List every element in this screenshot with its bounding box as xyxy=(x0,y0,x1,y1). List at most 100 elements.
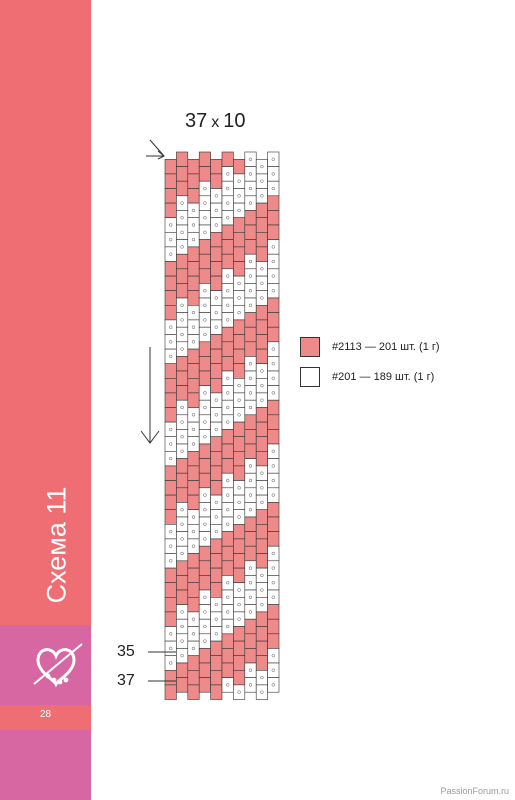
bead-cell xyxy=(255,480,268,496)
bead-cell xyxy=(267,356,280,372)
bead-cell xyxy=(267,312,280,328)
bead-cell xyxy=(255,304,268,321)
bead-cell xyxy=(198,502,211,518)
bead-cell xyxy=(210,363,223,379)
bead-cell xyxy=(221,472,234,489)
bead-hole xyxy=(271,245,275,249)
bead-hole xyxy=(260,398,264,402)
bead-cell xyxy=(198,166,211,182)
bead-hole xyxy=(248,566,253,570)
bead-cell xyxy=(267,429,280,445)
bead-cell xyxy=(255,348,268,365)
bead-cell xyxy=(221,326,234,343)
bead-cell xyxy=(187,596,200,613)
bead-hole xyxy=(260,179,264,183)
bead-cell xyxy=(267,224,280,240)
bead-cell xyxy=(255,246,268,262)
bead-cell xyxy=(267,326,280,343)
bead-hole xyxy=(169,340,173,344)
bead-hole xyxy=(260,383,264,388)
bead-cell xyxy=(176,210,189,226)
bead-hole xyxy=(271,478,275,483)
bead-cell xyxy=(210,275,223,292)
bead-cell xyxy=(187,202,200,219)
bead-cell xyxy=(267,516,280,532)
bead-cell xyxy=(267,487,280,503)
bead-hole xyxy=(169,442,173,446)
bead-cell xyxy=(187,611,200,627)
bead-cell xyxy=(255,465,268,481)
bead-cell xyxy=(255,611,268,627)
bead-hole xyxy=(226,172,230,176)
bead-cell xyxy=(233,202,246,219)
bead-hole xyxy=(248,683,253,687)
bead-hole xyxy=(214,223,218,227)
bead-cell xyxy=(267,210,280,226)
bead-cell xyxy=(244,589,257,605)
bead-hole xyxy=(237,398,241,402)
bead-hole xyxy=(226,420,230,424)
legend-text-white: #201 — 189 шт. (1 г) xyxy=(332,371,435,383)
bead-hole xyxy=(214,529,218,534)
bead-cell xyxy=(187,538,200,554)
bead-cell xyxy=(176,662,189,678)
bead-hole xyxy=(214,515,218,519)
bead-hole xyxy=(271,362,275,366)
bead-hole xyxy=(169,544,173,548)
bead-cell xyxy=(164,363,177,379)
bead-hole xyxy=(214,208,218,213)
bead-hole xyxy=(248,186,253,191)
bead-cell xyxy=(164,407,177,423)
bead-cell xyxy=(233,436,246,452)
bead-hole xyxy=(226,405,230,410)
bead-cell xyxy=(198,458,211,474)
bead-cell xyxy=(187,319,200,335)
bead-hole xyxy=(214,296,218,300)
bead-cell xyxy=(198,385,211,401)
bead-cell xyxy=(210,159,223,175)
bead-cell xyxy=(187,232,200,248)
legend-swatch-white xyxy=(300,367,320,387)
sidebar-bottom-band xyxy=(0,730,91,800)
bead-cell xyxy=(233,655,246,671)
bead-cell xyxy=(164,509,177,525)
bead-cell xyxy=(221,487,234,503)
bead-cell xyxy=(210,465,223,481)
bead-cell xyxy=(233,217,246,233)
bead-hole xyxy=(180,405,184,410)
bead-cell xyxy=(187,626,200,642)
bead-cell xyxy=(221,283,234,299)
bead-cell xyxy=(187,407,200,423)
bead-cell xyxy=(255,261,268,277)
bead-cell xyxy=(187,640,200,656)
bead-cell xyxy=(255,684,268,700)
bead-hole xyxy=(191,529,196,534)
bead-cell xyxy=(210,626,223,642)
bead-hole xyxy=(180,610,184,614)
bead-hole xyxy=(237,179,241,183)
bead-cell xyxy=(187,684,200,700)
bead-cell xyxy=(176,414,189,430)
bead-cell xyxy=(244,312,257,328)
bead-hole xyxy=(226,201,230,205)
bead-cell xyxy=(244,545,257,562)
bead-hole xyxy=(226,186,230,191)
bead-cell xyxy=(187,261,200,277)
bead-cell xyxy=(244,516,257,532)
bead-cell xyxy=(164,538,177,554)
bead-cell xyxy=(221,545,234,562)
bead-hole xyxy=(271,566,275,570)
bead-cell xyxy=(187,348,200,365)
bead-cell xyxy=(198,472,211,489)
bead-cell xyxy=(187,480,200,496)
bead-cell xyxy=(255,377,268,394)
bead-hole xyxy=(260,296,264,300)
bead-hole xyxy=(237,208,241,213)
bead-hole xyxy=(237,296,241,300)
bead-cell xyxy=(244,297,257,313)
bead-cell xyxy=(198,516,211,532)
bead-cell xyxy=(244,210,257,226)
bead-hole xyxy=(271,654,275,658)
bead-hole xyxy=(226,595,230,599)
bead-cell xyxy=(187,421,200,438)
